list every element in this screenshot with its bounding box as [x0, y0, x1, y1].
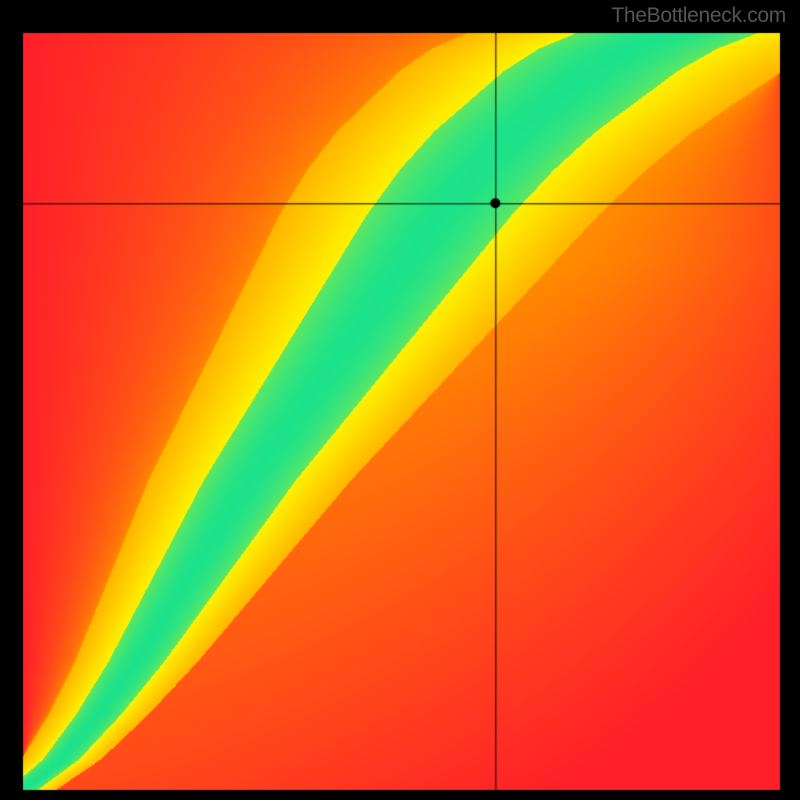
chart-container: TheBottleneck.com: [0, 0, 800, 800]
bottleneck-heatmap-canvas: [0, 0, 800, 800]
